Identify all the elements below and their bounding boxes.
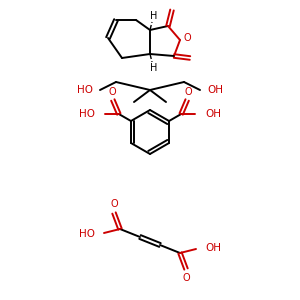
Text: O: O — [110, 199, 118, 209]
Text: O: O — [183, 33, 191, 43]
Text: HO: HO — [79, 229, 95, 239]
Text: O: O — [108, 87, 116, 97]
Text: H: H — [150, 63, 158, 73]
Text: HO: HO — [79, 109, 95, 119]
Text: HO: HO — [77, 85, 93, 95]
Text: OH: OH — [205, 243, 221, 253]
Text: O: O — [184, 87, 192, 97]
Text: OH: OH — [205, 109, 221, 119]
Text: OH: OH — [207, 85, 223, 95]
Text: O: O — [182, 273, 190, 283]
Text: H: H — [150, 11, 158, 21]
